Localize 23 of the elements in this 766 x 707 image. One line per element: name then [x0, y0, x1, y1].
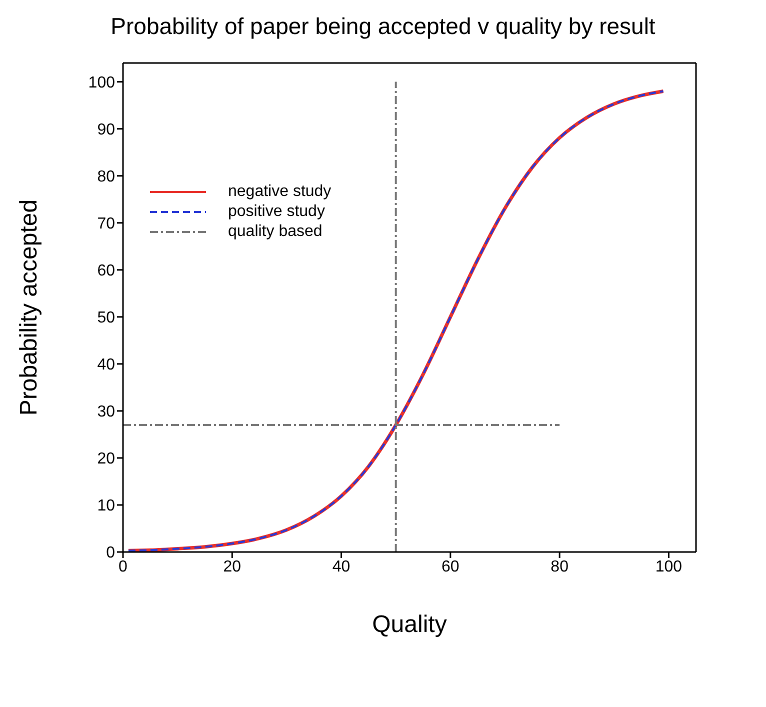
x-tick-label: 40: [332, 558, 350, 576]
x-axis-title: Quality: [372, 611, 447, 638]
y-tick-label: 80: [97, 168, 116, 186]
y-tick-label: 70: [97, 216, 116, 233]
y-tick-label: 60: [97, 262, 116, 280]
x-tick-label: 60: [442, 558, 460, 576]
legend-label: quality based: [228, 222, 322, 242]
y-tick-label: 30: [97, 404, 116, 421]
x-tick-label: 80: [550, 558, 569, 576]
chart-title: Probability of paper being accepted v quality by result: [110, 12, 656, 41]
y-tick-label: 10: [97, 498, 116, 515]
legend-label: positive study: [228, 202, 325, 222]
legend-label: negative study: [228, 182, 332, 202]
y-tick-label: 0: [106, 544, 116, 562]
y-tick-label: 50: [97, 310, 116, 327]
y-tick-label: 20: [97, 450, 116, 468]
y-axis-title: Probability accepted: [16, 199, 43, 416]
y-tick-label: 100: [88, 74, 116, 92]
y-tick-label: 90: [97, 122, 116, 139]
x-tick-label: 100: [655, 558, 682, 576]
y-tick-label: 40: [97, 356, 116, 374]
x-tick-label: 20: [223, 558, 242, 576]
x-tick-label: 0: [118, 558, 128, 576]
